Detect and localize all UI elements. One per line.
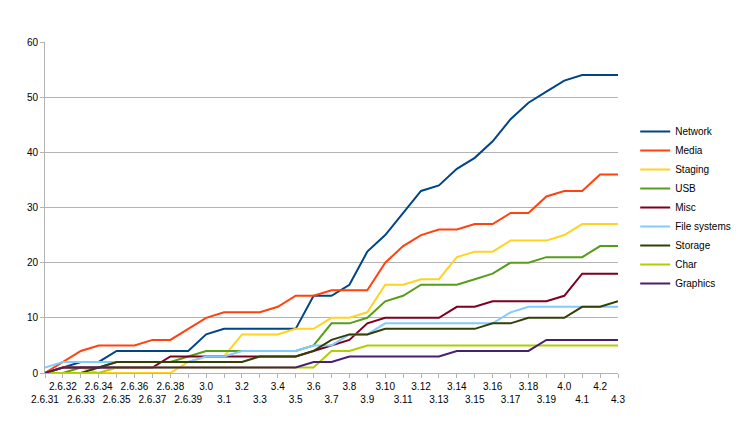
svg-text:60: 60 — [27, 37, 39, 48]
svg-text:3.2: 3.2 — [235, 381, 249, 392]
svg-text:2.6.38: 2.6.38 — [156, 381, 184, 392]
svg-text:Storage: Storage — [675, 240, 710, 251]
svg-text:0: 0 — [32, 368, 38, 379]
svg-text:10: 10 — [27, 312, 39, 323]
svg-text:3.0: 3.0 — [199, 381, 213, 392]
svg-text:40: 40 — [27, 147, 39, 158]
svg-text:3.4: 3.4 — [271, 381, 285, 392]
svg-text:2.6.34: 2.6.34 — [85, 381, 113, 392]
svg-text:3.3: 3.3 — [253, 394, 267, 405]
svg-text:3.6: 3.6 — [307, 381, 321, 392]
svg-text:4.0: 4.0 — [557, 381, 571, 392]
svg-text:Staging: Staging — [675, 164, 709, 175]
svg-text:3.10: 3.10 — [375, 381, 395, 392]
svg-text:2.6.39: 2.6.39 — [174, 394, 202, 405]
svg-text:2.6.31: 2.6.31 — [31, 394, 59, 405]
svg-text:3.13: 3.13 — [429, 394, 449, 405]
svg-text:2.6.36: 2.6.36 — [121, 381, 149, 392]
svg-text:2.6.33: 2.6.33 — [67, 394, 95, 405]
svg-text:Media: Media — [675, 145, 703, 156]
svg-text:3.18: 3.18 — [519, 381, 539, 392]
svg-text:2.6.32: 2.6.32 — [49, 381, 77, 392]
svg-text:4.1: 4.1 — [575, 394, 589, 405]
svg-text:4.2: 4.2 — [593, 381, 607, 392]
svg-text:Network: Network — [675, 126, 713, 137]
svg-text:3.19: 3.19 — [537, 394, 557, 405]
svg-text:2.6.37: 2.6.37 — [139, 394, 167, 405]
svg-text:USB: USB — [675, 183, 696, 194]
svg-text:3.9: 3.9 — [360, 394, 374, 405]
svg-text:3.11: 3.11 — [394, 394, 413, 405]
svg-text:3.12: 3.12 — [411, 381, 431, 392]
svg-text:Graphics: Graphics — [675, 278, 715, 289]
svg-text:4.3: 4.3 — [611, 394, 625, 405]
svg-text:Misc: Misc — [675, 202, 696, 213]
svg-text:File systems: File systems — [675, 221, 731, 232]
svg-text:3.14: 3.14 — [447, 381, 467, 392]
svg-text:3.5: 3.5 — [289, 394, 303, 405]
svg-text:3.17: 3.17 — [501, 394, 521, 405]
svg-text:3.8: 3.8 — [342, 381, 356, 392]
svg-text:Char: Char — [675, 259, 697, 270]
svg-text:3.16: 3.16 — [483, 381, 503, 392]
svg-text:30: 30 — [27, 202, 39, 213]
svg-text:3.1: 3.1 — [217, 394, 231, 405]
svg-text:20: 20 — [27, 257, 39, 268]
svg-text:50: 50 — [27, 92, 39, 103]
svg-text:3.7: 3.7 — [325, 394, 339, 405]
svg-text:3.15: 3.15 — [465, 394, 485, 405]
svg-text:2.6.35: 2.6.35 — [103, 394, 131, 405]
